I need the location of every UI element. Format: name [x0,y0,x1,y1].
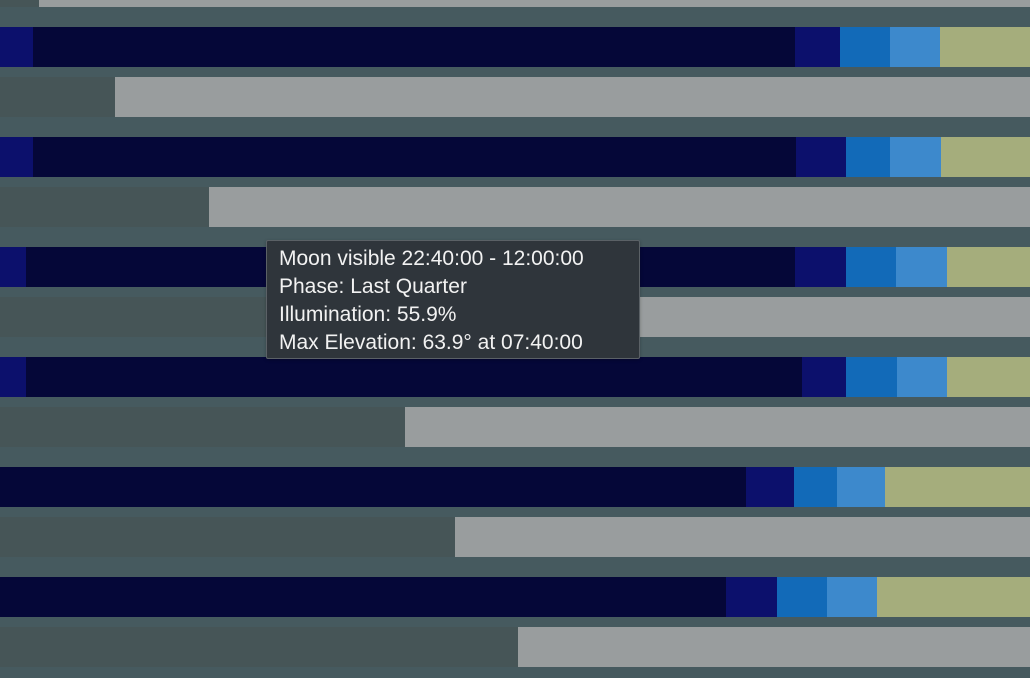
moon-absent-segment [0,187,209,227]
nautical-twilight-segment [846,137,890,177]
civil-twilight-segment [896,247,947,287]
moon-visible-segment[interactable] [405,407,1030,447]
moon-absent-segment [0,0,39,7]
nautical-twilight-segment [846,247,896,287]
moon-absent-segment [0,77,115,117]
nautical-twilight-segment [840,27,890,67]
moon-visibility-bar[interactable] [0,0,1030,7]
civil-twilight-segment [837,467,885,507]
moon-info-tooltip: Moon visible 22:40:00 - 12:00:00 Phase: … [266,240,640,359]
nautical-twilight-segment [846,357,897,397]
astronomical-twilight-segment [796,137,846,177]
astronomical-twilight-segment [0,27,33,67]
astronomical-twilight-segment [746,467,794,507]
moon-phase-label: Phase: Last Quarter [279,275,467,298]
astronomical-twilight-segment [0,247,26,287]
moon-max-elevation-label: Max Elevation: 63.9° at 07:40:00 [279,331,583,354]
moon-visibility-bar[interactable] [0,77,1030,117]
daylight-segment [947,357,1030,397]
sun-night-bar[interactable] [0,467,1030,507]
civil-twilight-segment [890,137,941,177]
civil-twilight-segment [827,577,877,617]
sun-night-bar[interactable] [0,357,1030,397]
astronomical-twilight-segment [0,357,26,397]
astronomical-twilight-segment [795,27,840,67]
moon-visibility-bar[interactable] [0,187,1030,227]
moon-absent-segment [0,627,518,667]
nautical-twilight-segment [794,467,837,507]
night-segment [26,357,802,397]
moon-visible-segment[interactable] [518,627,1030,667]
moon-visibility-bar[interactable] [0,517,1030,557]
astronomical-twilight-segment [726,577,777,617]
moon-visible-segment[interactable] [115,77,1030,117]
daylight-segment [947,247,1030,287]
daylight-segment [885,467,1030,507]
daylight-segment [941,137,1030,177]
moon-visible-time-range: Moon visible 22:40:00 - 12:00:00 [279,247,584,270]
night-segment [0,467,746,507]
moon-visible-segment[interactable] [209,187,1030,227]
nautical-twilight-segment [777,577,827,617]
moon-visibility-bar[interactable] [0,627,1030,667]
moon-absent-segment [0,407,405,447]
night-segment [33,137,796,177]
sun-night-bar[interactable] [0,137,1030,177]
civil-twilight-segment [890,27,940,67]
sun-night-bar[interactable] [0,27,1030,67]
night-segment [33,27,795,67]
moon-visibility-bar[interactable] [0,407,1030,447]
daylight-segment [940,27,1030,67]
moon-illumination-label: Illumination: 55.9% [279,303,457,326]
moon-visible-segment[interactable] [39,0,1030,7]
night-segment [0,577,726,617]
civil-twilight-segment [897,357,947,397]
astronomical-twilight-segment [0,137,33,177]
sun-night-bar[interactable] [0,577,1030,617]
astronomical-twilight-segment [795,247,846,287]
daylight-segment [877,577,1030,617]
moon-visible-segment[interactable] [455,517,1030,557]
astronomical-twilight-segment [802,357,846,397]
moon-absent-segment [0,517,455,557]
moon-visible-segment[interactable] [640,297,1030,337]
